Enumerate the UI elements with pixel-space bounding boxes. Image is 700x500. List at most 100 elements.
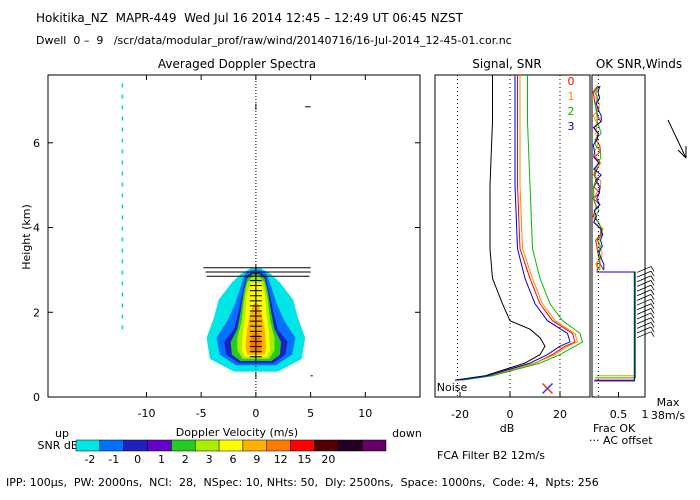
colorbar-tick-label: 15 xyxy=(298,453,312,466)
wind-barb xyxy=(650,331,655,337)
wind-barb xyxy=(636,275,652,283)
colorbar-swatch xyxy=(123,439,148,452)
wind-barb xyxy=(636,317,652,325)
colorbar-swatch xyxy=(147,439,172,452)
wind-barb xyxy=(650,317,655,323)
colorbar-tick-label: -1 xyxy=(108,453,119,466)
wind-barb xyxy=(636,308,652,315)
y-axis-label: Height (km) xyxy=(20,204,33,270)
x-tick-label: -10 xyxy=(137,407,155,420)
wind-barb xyxy=(650,266,655,272)
down-label: down xyxy=(392,427,422,440)
colorbar-swatch xyxy=(338,439,363,452)
snr-db-label: SNR dB xyxy=(38,439,79,452)
wind-barb xyxy=(650,280,655,286)
wind-barb xyxy=(636,266,652,273)
max-wind-arrow xyxy=(667,119,687,159)
colorbar-tick-label: 3 xyxy=(206,453,213,466)
y-tick-label: 0 xyxy=(33,391,40,404)
up-label: up xyxy=(55,427,69,440)
frac-ok-trace xyxy=(594,271,635,382)
signal-panel-title: Signal, SNR xyxy=(472,57,541,71)
colorbar-swatch xyxy=(290,439,315,452)
colorbar-swatch xyxy=(218,439,244,452)
colorbar-tick-label: 12 xyxy=(274,453,288,466)
signal-series-line xyxy=(454,75,546,381)
frac-ok-trace xyxy=(595,271,636,379)
colorbar-swatch xyxy=(171,439,196,452)
doppler-spectra-panel: -10 -5 0 5 10 0 2 4 6 xyxy=(33,74,421,420)
wind-barb xyxy=(636,303,652,311)
colorbar-swatch xyxy=(266,439,291,452)
max-label: Max xyxy=(657,396,680,409)
wind-barb xyxy=(650,322,655,328)
doppler-panel-title: Averaged Doppler Spectra xyxy=(158,57,316,71)
colorbar-tick-label: 6 xyxy=(230,453,237,466)
frac-ok-label: Frac OK xyxy=(593,422,636,435)
snr-profile-trace xyxy=(592,85,604,271)
x-axis-label: Doppler Velocity (m/s) xyxy=(176,426,298,439)
signal-series-line xyxy=(459,75,579,381)
colorbar-swatch xyxy=(314,439,339,452)
fca-filter-label: FCA Filter B2 12m/s xyxy=(437,449,545,462)
wind-barb xyxy=(636,331,652,339)
wind-barb xyxy=(636,280,652,287)
wind-barb xyxy=(650,284,655,291)
wind-barb xyxy=(650,270,655,277)
wind-barb xyxy=(650,275,655,281)
y-tick-label: 4 xyxy=(33,222,40,235)
wind-barb xyxy=(636,321,652,329)
ac-offset-label: ··· AC offset xyxy=(589,434,653,447)
signal-series-line xyxy=(457,75,571,381)
colorbar-tick-label: 2 xyxy=(182,453,189,466)
wind-barb xyxy=(650,289,655,295)
db-tick-label: 20 xyxy=(553,408,567,421)
snr-profile-trace xyxy=(592,85,605,270)
wind-barb xyxy=(636,312,652,320)
wind-barb xyxy=(636,298,652,306)
db-tick-label: -20 xyxy=(451,408,469,421)
colorbar-swatch xyxy=(242,439,268,452)
frac-tick-label: 0.5 xyxy=(610,408,628,421)
x-tick-label: 5 xyxy=(307,407,314,420)
colorbar-swatch xyxy=(361,439,387,452)
signal-frame xyxy=(434,74,591,398)
wind-barb xyxy=(636,326,652,334)
wind-barb xyxy=(650,308,655,314)
snr-colorbar: -2 -1 0 1 2 3 6 9 12 15 20 xyxy=(75,439,387,466)
wind-barb xyxy=(650,303,655,309)
legend-entry: 2 xyxy=(568,105,575,118)
legend-entry: 3 xyxy=(568,120,575,133)
doppler-frame xyxy=(47,74,421,398)
x-tick-label: -5 xyxy=(196,407,207,420)
colorbar-swatch xyxy=(194,439,220,452)
legend-entry: 0 xyxy=(568,75,575,88)
marker-cross xyxy=(541,382,554,395)
x-tick-label: 10 xyxy=(358,407,372,420)
y-tick-label: 2 xyxy=(33,306,40,319)
max-wind-arrow-head xyxy=(677,149,687,159)
y-tick-label: 6 xyxy=(33,137,40,150)
frac-ok-trace xyxy=(596,271,635,377)
wind-barb xyxy=(650,294,655,300)
header-line-1: Hokitika_NZ MAPR-449 Wed Jul 16 2014 12:… xyxy=(36,11,463,25)
frac-ok-trace xyxy=(594,261,635,381)
colorbar-tick-label: 9 xyxy=(253,453,260,466)
winds-panel-title: OK SNR,Winds xyxy=(596,57,682,71)
wind-barb xyxy=(650,312,655,319)
header-line-2: Dwell 0 – 9 /scr/data/modular_prof/raw/w… xyxy=(36,34,512,47)
wind-barb xyxy=(636,270,652,278)
wind-barb xyxy=(650,298,655,305)
colorbar-swatch xyxy=(99,439,124,452)
colorbar-swatch xyxy=(75,439,101,452)
signal-series-line xyxy=(459,75,576,381)
colorbar-tick-label: 1 xyxy=(158,453,165,466)
ok-snr-winds-panel: 0 1 2 3 0.5 1 xyxy=(568,74,687,421)
db-tick-label: 0 xyxy=(507,408,514,421)
frac-tick-label: 1 xyxy=(642,408,649,421)
signal-series-line xyxy=(462,75,584,381)
colorbar-tick-label: -2 xyxy=(84,453,95,466)
winds-frame xyxy=(591,74,646,398)
colorbar-tick-label: 20 xyxy=(321,453,335,466)
